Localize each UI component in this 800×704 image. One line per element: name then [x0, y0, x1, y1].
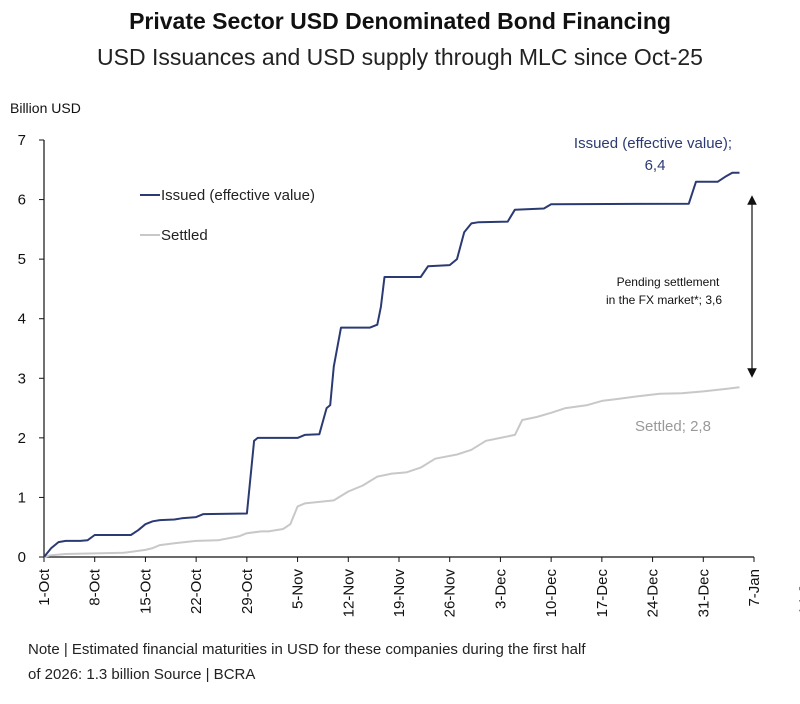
- x-tick-label: 15-Oct: [137, 568, 154, 614]
- x-tick-label: 26-Nov: [442, 569, 459, 618]
- x-tick-label: 19-Nov: [391, 569, 408, 618]
- x-tick-label: 10-Dec: [543, 569, 560, 618]
- axes: [43, 140, 754, 558]
- x-tick-label: 22-Oct: [188, 568, 205, 614]
- x-ticks: 1-Oct 8-Oct 15-Oct 22-Oct 29-Oct 5-Nov 12-Nov 1…: [36, 557, 800, 617]
- settled-annotation: Settled; 2,8: [635, 418, 711, 435]
- x-tick-label: 14-Jan: [797, 569, 800, 615]
- y-ticks: 0 1 2 3 4 5 6 7: [18, 132, 44, 566]
- x-tick-label: 3-Dec: [492, 569, 509, 610]
- x-tick-label: 24-Dec: [645, 569, 662, 618]
- y-axis-label: Billion USD: [10, 100, 81, 116]
- issued-annotation-value: 6,4: [645, 157, 666, 174]
- x-tick-label: 31-Dec: [695, 569, 712, 618]
- y-tick-label: 5: [18, 251, 26, 268]
- issued-series-line: [43, 171, 740, 558]
- y-tick-label: 2: [18, 430, 26, 447]
- x-tick-label: 5-Nov: [290, 569, 307, 610]
- chart-subtitle: USD Issuances and USD supply through MLC…: [97, 44, 703, 70]
- issued-annotation-label: Issued (effective value);: [574, 135, 732, 152]
- x-tick-label: 17-Dec: [594, 569, 611, 618]
- y-tick-label: 1: [18, 489, 26, 506]
- settled-series-line: [43, 386, 740, 558]
- series-lines: [43, 171, 740, 558]
- legend-settled-label: Settled: [161, 227, 208, 244]
- y-tick-label: 0: [18, 549, 26, 566]
- footnote: Note | Estimated financial maturities in…: [28, 637, 768, 687]
- footnote-line-2: of 2026: 1.3 billion Source | BCRA: [28, 666, 256, 683]
- pending-annotation-line2: in the FX market*; 3,6: [606, 293, 722, 307]
- y-tick-label: 3: [18, 370, 26, 387]
- x-tick-label: 1-Oct: [36, 568, 53, 606]
- legend-issued-label: Issued (effective value): [161, 187, 315, 204]
- x-tick-label: 12-Nov: [340, 569, 357, 618]
- pending-annotation-line1: Pending settlement: [617, 275, 720, 289]
- x-tick-label: 7-Jan: [746, 569, 763, 607]
- x-tick-label: 8-Oct: [87, 568, 104, 606]
- x-tick-label: 29-Oct: [239, 568, 256, 614]
- legend: Issued (effective value) Settled: [140, 187, 315, 244]
- chart-title: Private Sector USD Denominated Bond Fina…: [129, 8, 671, 34]
- footnote-line-1: Note | Estimated financial maturities in…: [28, 641, 586, 658]
- y-tick-label: 7: [18, 132, 26, 149]
- y-tick-label: 6: [18, 192, 26, 209]
- y-tick-label: 4: [18, 311, 26, 328]
